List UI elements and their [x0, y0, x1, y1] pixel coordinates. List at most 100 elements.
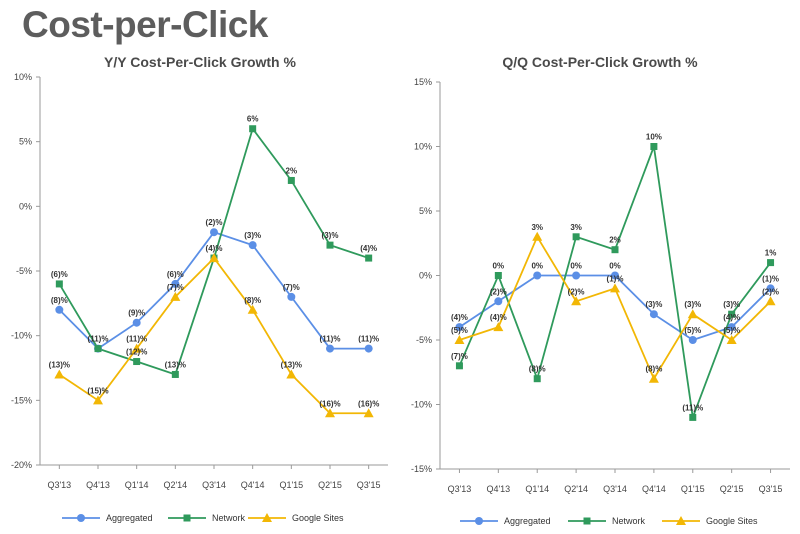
y-tick-label: 10% — [14, 72, 32, 82]
data-point-network — [533, 375, 541, 383]
x-tick-label: Q1'14 — [525, 484, 549, 494]
x-tick-label: Q3'13 — [448, 484, 472, 494]
data-label-network: (13)% — [165, 360, 186, 369]
data-point-aggregated — [649, 310, 658, 319]
qoq-chart-panel: Q/Q Cost-Per-Click Growth % 15% 10% 5% 0% -5… — [400, 52, 800, 530]
data-label-google-sites: (11)% — [126, 335, 147, 344]
data-label-aggregated: (11)% — [320, 335, 341, 344]
data-label-google-sites: (7)% — [167, 283, 184, 292]
data-point-google-sites — [209, 253, 219, 263]
data-label-aggregated: (11)% — [88, 335, 109, 344]
x-tick-label: Q4'13 — [86, 480, 110, 490]
data-label-network: (8)% — [529, 365, 546, 374]
data-label-google-sites: (2)% — [568, 287, 585, 296]
y-tick-label: -10% — [11, 331, 32, 341]
data-label-google-sites: (2)% — [762, 287, 779, 296]
data-label-aggregated: (2)% — [490, 287, 507, 296]
data-label-google-sites: (5)% — [451, 326, 468, 335]
data-label-google-sites: (1)% — [607, 274, 624, 283]
data-point-aggregated — [611, 271, 619, 280]
data-point-network — [767, 259, 775, 267]
data-label-network: 2% — [609, 236, 621, 245]
legend-label-network: Network — [212, 513, 246, 523]
data-label-google-sites: (15)% — [87, 386, 108, 395]
data-label-aggregated: (6)% — [167, 270, 184, 279]
y-tick-label: -15% — [11, 395, 32, 405]
data-point-google-sites — [454, 335, 465, 344]
data-point-network — [728, 310, 736, 318]
legend-label-network: Network — [612, 516, 646, 526]
data-label-network: 0% — [493, 262, 505, 271]
legend-marker-google-sites — [676, 516, 686, 525]
data-point-google-sites — [93, 395, 103, 405]
x-tick-label: Q2'15 — [720, 484, 744, 494]
data-point-aggregated — [455, 323, 464, 332]
data-label-aggregated: (3)% — [244, 231, 261, 240]
data-label-google-sites: 3% — [531, 223, 543, 232]
legend-marker-google-sites — [262, 513, 272, 522]
data-point-aggregated — [326, 344, 334, 353]
y-tick-label: -10% — [411, 400, 432, 410]
data-label-network: (3)% — [723, 300, 740, 309]
data-point-google-sites — [54, 369, 65, 379]
data-point-google-sites — [286, 369, 297, 379]
data-label-network: (12)% — [126, 348, 147, 357]
data-point-google-sites — [610, 283, 620, 293]
legend-label-aggregated: Aggregated — [504, 516, 551, 526]
data-label-network: (6)% — [51, 270, 68, 279]
data-point-aggregated — [171, 279, 180, 288]
data-point-google-sites — [493, 322, 504, 332]
data-label-google-sites: (5)% — [723, 326, 740, 335]
x-tick-label: Q1'15 — [279, 480, 303, 490]
data-label-aggregated: (2)% — [206, 218, 223, 227]
data-point-network — [287, 176, 295, 184]
data-point-network — [94, 345, 102, 353]
data-point-google-sites — [170, 291, 181, 301]
data-point-network — [365, 254, 373, 262]
data-label-network: (7)% — [451, 352, 468, 361]
data-label-aggregated: (11)% — [358, 335, 379, 344]
data-point-network — [650, 143, 658, 150]
data-label-network: (11)% — [682, 403, 703, 412]
data-point-google-sites — [765, 296, 776, 306]
data-point-aggregated — [248, 241, 257, 250]
data-point-google-sites — [532, 231, 543, 241]
data-point-network — [133, 358, 141, 366]
data-point-google-sites — [247, 304, 258, 314]
y-tick-label: -5% — [16, 266, 32, 276]
x-tick-label: Q2'14 — [163, 480, 187, 490]
data-point-google-sites — [648, 373, 659, 383]
data-label-google-sites: (8)% — [645, 365, 662, 374]
data-point-aggregated — [55, 305, 64, 314]
data-label-network: 1% — [765, 249, 777, 258]
data-point-network — [171, 370, 179, 378]
yoy-chart-svg: 10% 5% 0% -5% -10% -15% -20% Q3'13 Q4'13 Q1'14 Q2'… — [11, 72, 388, 523]
data-point-network — [249, 125, 257, 133]
yoy-chart-panel: Y/Y Cost-Per-Click Growth % 10% 5% 0% -5% -1… — [0, 52, 400, 530]
x-tick-label: Q1'15 — [681, 484, 705, 494]
y-tick-label: 5% — [19, 137, 32, 147]
x-tick-label: Q3'15 — [357, 480, 381, 490]
data-point-google-sites — [363, 408, 374, 418]
y-tick-label: 5% — [419, 206, 432, 216]
page-title: Cost-per-Click — [22, 4, 268, 45]
x-tick-label: Q4'14 — [642, 484, 666, 494]
data-point-network — [455, 362, 463, 370]
data-point-aggregated — [287, 292, 296, 301]
data-point-google-sites — [325, 408, 335, 418]
y-tick-label: -15% — [411, 464, 432, 474]
legend-marker-network — [583, 517, 591, 525]
data-label-google-sites: (13)% — [49, 360, 70, 369]
data-point-aggregated — [210, 228, 218, 237]
data-point-aggregated — [727, 323, 736, 332]
x-tick-label: Q1'14 — [125, 480, 149, 490]
legend-marker-aggregated — [77, 514, 85, 522]
data-label-aggregated: 0% — [570, 262, 582, 271]
y-tick-label: 10% — [414, 142, 432, 152]
data-label-google-sites: (13)% — [281, 360, 302, 369]
data-label-aggregated: (7)% — [283, 283, 300, 292]
data-label-network: 2% — [286, 166, 298, 175]
data-label-aggregated: 0% — [531, 262, 543, 271]
data-label-network: 3% — [570, 223, 582, 232]
data-point-google-sites — [131, 343, 142, 353]
